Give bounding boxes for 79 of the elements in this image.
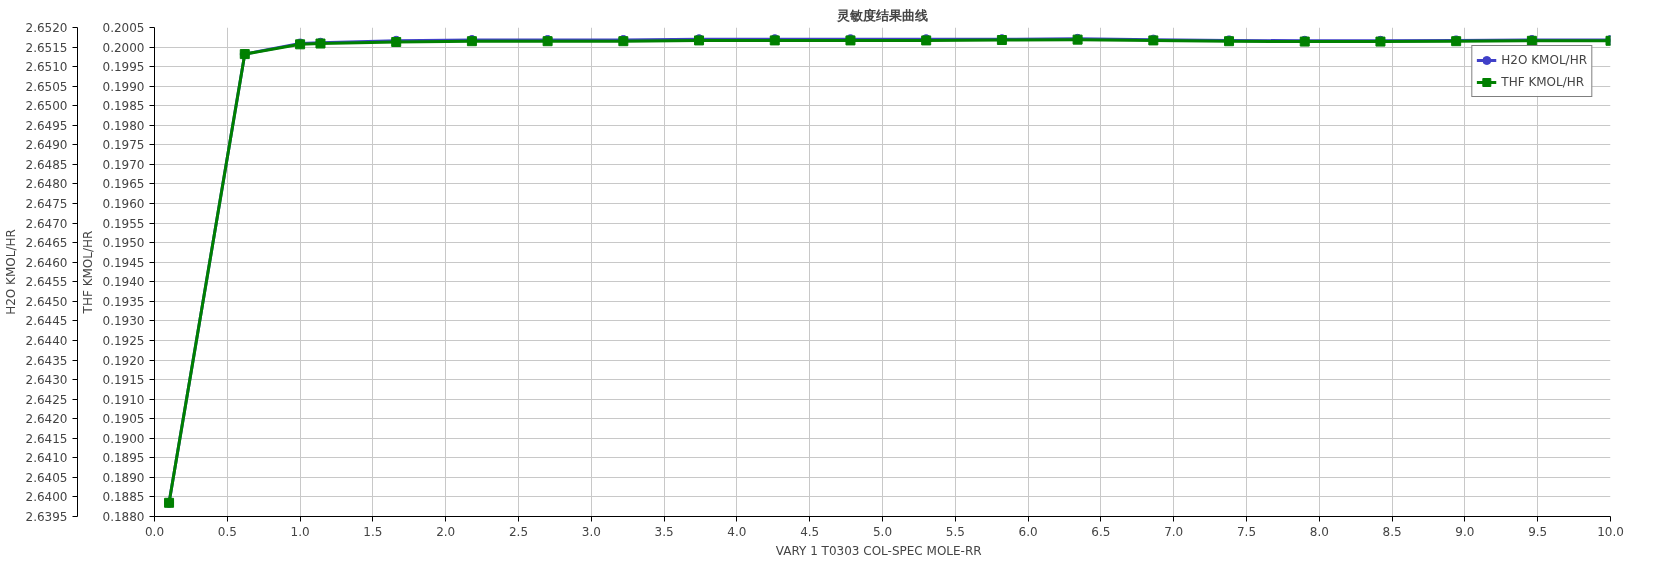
chart-title: 灵敏度结果曲线 (836, 7, 928, 23)
y2-tick-label: 0.1995 (102, 60, 145, 75)
y2-tick-label: 0.1975 (102, 138, 145, 153)
y-tick-label: 2.6495 (25, 118, 68, 133)
y2-tick-label: 0.1990 (102, 79, 145, 94)
x-tick-label: 0.5 (217, 524, 237, 539)
y2-tick-label: 0.1955 (102, 216, 145, 231)
x-axis-title: VARY 1 T0303 COL-SPEC MOLE-RR (775, 543, 982, 558)
x-tick-label: 3.0 (581, 524, 601, 539)
y-tick-label: 2.6480 (25, 177, 68, 192)
y-tick-label: 2.6455 (25, 275, 68, 290)
y-tick-label: 2.6405 (25, 470, 68, 485)
y2-tick-label: 0.1930 (102, 314, 145, 329)
y2-tick-label: 0.1905 (102, 412, 145, 427)
y-tick-label: 2.6440 (25, 333, 68, 348)
y-tick-label: 2.6505 (25, 79, 68, 94)
x-tick-label: 9.5 (1528, 524, 1548, 539)
y2-tick-label: 0.1960 (102, 197, 145, 212)
y2-tick-label: 0.1915 (102, 373, 145, 388)
y-tick-label: 2.6490 (25, 138, 68, 153)
y-tick-label: 2.6465 (25, 236, 68, 251)
y2-tick-label: 0.2005 (102, 21, 145, 35)
y-tick-label: 2.6485 (25, 157, 68, 172)
y2-tick-label: 0.1965 (102, 177, 145, 192)
y2-tick-label: 0.1895 (102, 451, 145, 466)
y-tick-label: 2.6415 (25, 431, 68, 446)
y-tick-label: 2.6510 (25, 60, 68, 75)
y-tick-label: 2.6420 (25, 412, 68, 427)
x-tick-label: 2.0 (436, 524, 456, 539)
x-tick-label: 3.5 (654, 524, 674, 539)
y2-tick-label: 0.1900 (102, 431, 145, 446)
legend-label: THF KMOL/HR (1501, 75, 1585, 89)
x-tick-label: 0.0 (144, 524, 165, 539)
x-tick-label: 10.0 (1597, 524, 1624, 539)
y2-axis-title: THF KMOL/HR (80, 230, 95, 315)
x-tick-label: 4.5 (800, 524, 820, 539)
x-tick-label: 6.0 (1018, 524, 1038, 539)
x-tick-label: 7.0 (1164, 524, 1184, 539)
y-tick-label: 2.6470 (25, 216, 68, 231)
y-tick-label: 2.6520 (25, 21, 68, 35)
x-tick-label: 8.0 (1309, 524, 1329, 539)
y2-tick-label: 0.1985 (102, 99, 145, 114)
x-tick-label: 5.5 (945, 524, 965, 539)
x-tick-label: 5.0 (872, 524, 893, 539)
y2-tick-label: 0.1920 (102, 353, 145, 368)
y2-tick-label: 0.1890 (102, 470, 145, 485)
y2-tick-label: 0.1935 (102, 294, 145, 309)
y-tick-label: 2.6425 (25, 392, 68, 407)
y-tick-label: 2.6515 (25, 40, 68, 55)
y-tick-label: 2.6395 (25, 510, 68, 524)
x-tick-label: 6.5 (1091, 524, 1111, 539)
y-tick-label: 2.6460 (25, 255, 68, 270)
y-tick-label: 2.6430 (25, 373, 68, 388)
y-tick-label: 2.6445 (25, 314, 68, 329)
x-tick-label: 1.5 (363, 524, 383, 539)
y2-tick-label: 0.2000 (102, 40, 145, 55)
legend-label: H2O KMOL/HR (1501, 53, 1587, 67)
y2-tick-label: 0.1940 (102, 275, 145, 290)
y2-tick-label: 0.1880 (102, 510, 145, 524)
y2-tick-label: 0.1980 (102, 118, 145, 133)
y2-tick-label: 0.1925 (102, 333, 145, 348)
y-tick-label: 2.6450 (25, 294, 68, 309)
y2-tick-label: 0.1885 (102, 490, 145, 505)
y2-tick-label: 0.1970 (102, 157, 145, 172)
y-axis-title: H2O KMOL/HR (3, 229, 18, 315)
y2-tick-label: 0.1950 (102, 236, 145, 251)
y-tick-label: 2.6400 (25, 490, 68, 505)
y-tick-label: 2.6410 (25, 451, 68, 466)
x-tick-label: 9.0 (1455, 524, 1475, 539)
y2-tick-label: 0.1910 (102, 392, 145, 407)
x-tick-label: 7.5 (1236, 524, 1257, 539)
y-tick-label: 2.6475 (25, 197, 68, 212)
x-tick-label: 4.0 (727, 524, 747, 539)
x-tick-label: 8.5 (1382, 524, 1402, 539)
x-tick-label: 2.5 (508, 524, 529, 539)
y-tick-label: 2.6435 (25, 353, 68, 368)
y-tick-label: 2.6500 (25, 99, 68, 114)
y2-tick-label: 0.1945 (102, 255, 145, 270)
x-tick-label: 1.0 (290, 524, 310, 539)
